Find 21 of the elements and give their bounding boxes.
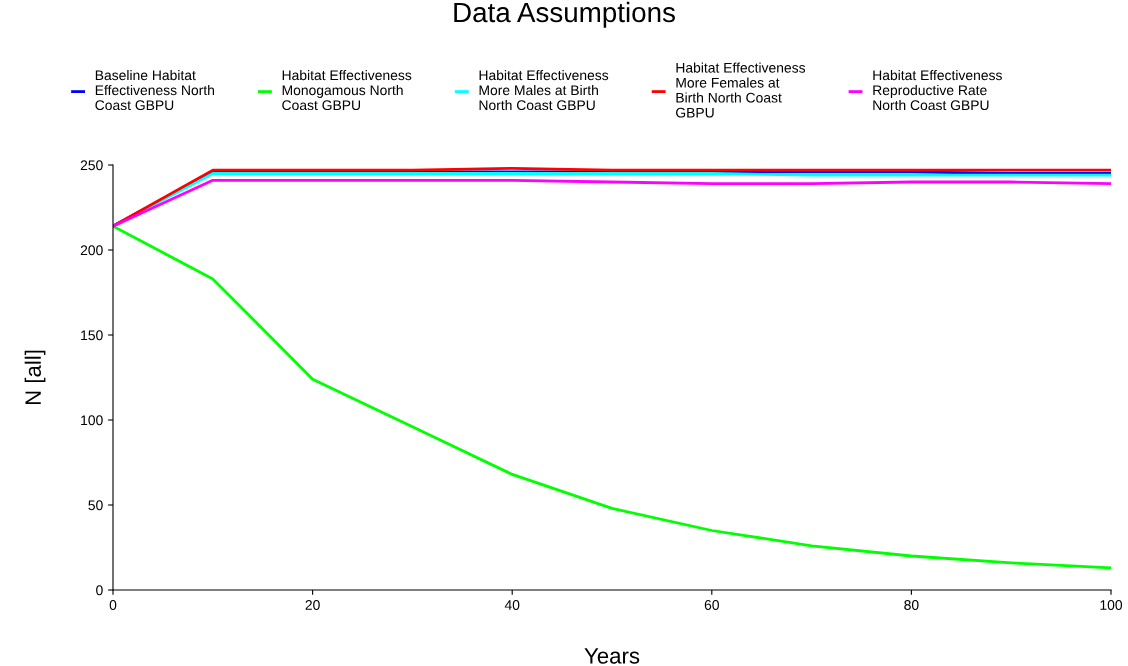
y-tick-label: 50 xyxy=(88,500,103,511)
chart-title: Data Assumptions xyxy=(454,1,675,28)
x-axis-title: Years xyxy=(584,648,640,664)
x-tick-label: 0 xyxy=(109,600,117,610)
legend-label: Habitat Effectiveness More Males at Birth North Coast GBPU xyxy=(479,69,609,111)
legend-label: Habitat Effectiveness More Females at Birth North Coast GBPU xyxy=(676,62,806,118)
y-tick-label: 250 xyxy=(80,160,103,171)
x-tick-label: 60 xyxy=(704,600,719,610)
y-tick-label: 150 xyxy=(81,330,103,341)
legend-label: Habitat Effectiveness Monogamous North Coast GBPU xyxy=(282,69,412,111)
legend-label: Habitat Effectiveness Reproductive Rate North Coast GBPU xyxy=(873,69,1002,111)
x-tick-label: 100 xyxy=(1100,600,1123,610)
y-tick-label: 0 xyxy=(96,585,103,596)
y-tick-label: 200 xyxy=(80,245,103,256)
y-tick-label: 100 xyxy=(81,415,103,426)
x-tick-label: 80 xyxy=(904,600,919,610)
line-series xyxy=(113,224,1111,570)
legend-label: Baseline Habitat Effectiveness North Coast GBPU xyxy=(95,69,214,111)
x-tick-label: 20 xyxy=(305,600,320,610)
y-axis-title: N [all] xyxy=(24,350,46,405)
x-tick-label: 40 xyxy=(504,600,520,610)
